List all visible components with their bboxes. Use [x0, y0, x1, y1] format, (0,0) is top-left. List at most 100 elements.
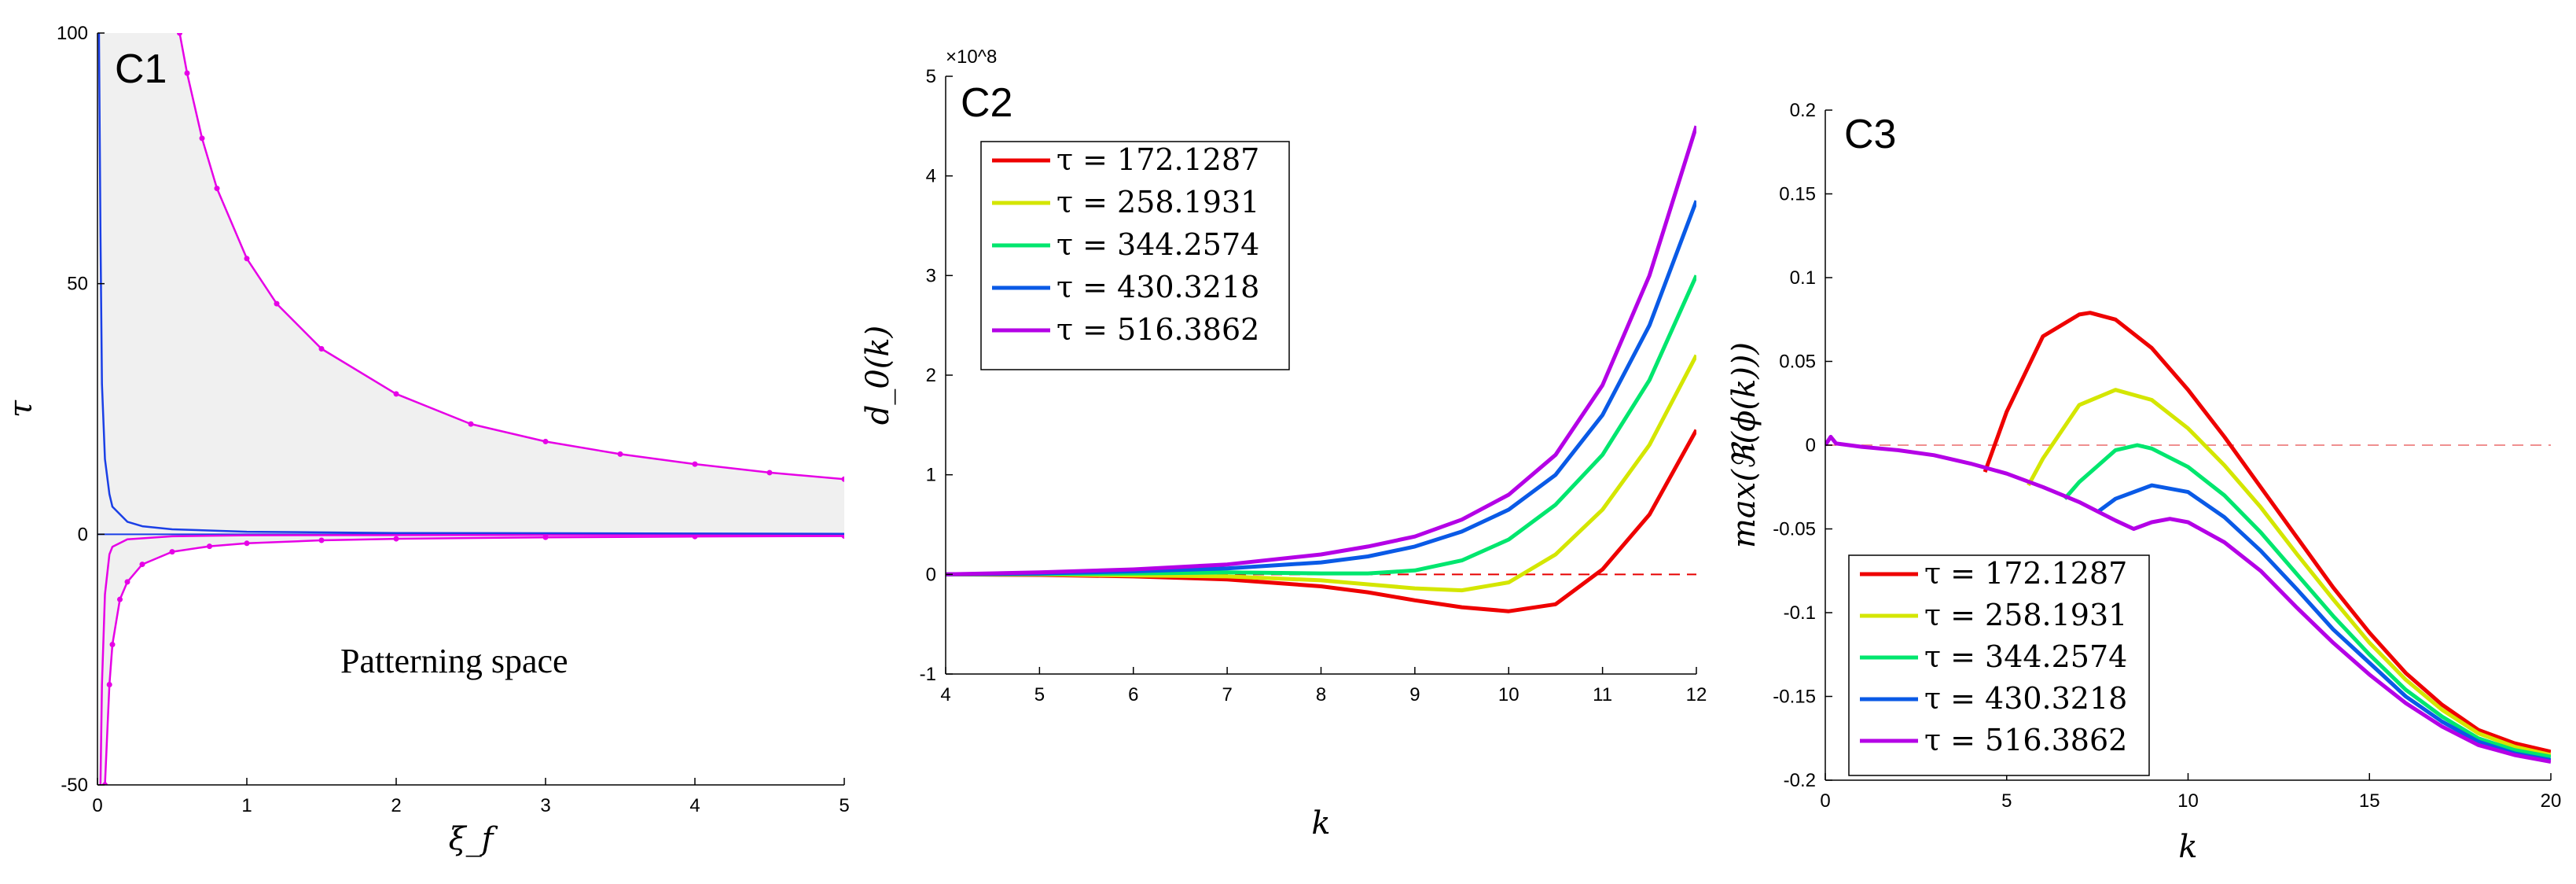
c1-series-1-point — [106, 682, 112, 688]
c1-series-3 — [97, 33, 844, 535]
c1-series-0-point — [841, 476, 844, 482]
c2-x-tick-label: 4 — [940, 684, 950, 705]
c1-series-1 — [104, 535, 844, 785]
c3-series-3 — [2096, 483, 2551, 762]
c1-patterning-region — [99, 33, 844, 785]
c3-y-tick-label: 0.15 — [1779, 184, 1816, 205]
c1-series-1-point — [244, 540, 250, 547]
c2-x-tick-label: 6 — [1128, 684, 1138, 705]
c3-legend-label: τ = 172.1287 — [1924, 556, 2127, 591]
c1-x-tick-label: 5 — [839, 795, 849, 816]
panel-c3: 0 5 10 15 20 -0.2 -0.15 -0.1 -0.05 0 0.05 0.1 0.15 0.… — [1726, 100, 2561, 865]
c3-y-tick-label: -0.15 — [1773, 687, 1816, 708]
c3-x-tick-label: 15 — [2359, 790, 2380, 812]
c3-legend-label: τ = 516.3862 — [1924, 723, 2127, 757]
c3-x-label: k — [2178, 829, 2197, 865]
c2-x-tick-label: 7 — [1222, 684, 1232, 705]
c2-x-tick-label: 10 — [1498, 684, 1520, 705]
c1-series-1-point — [207, 543, 212, 550]
c1-series-0-point — [244, 256, 250, 262]
c1-series-1-point — [169, 549, 175, 555]
c1-y-tick-label: -50 — [61, 775, 88, 796]
c2-x-tick-label: 9 — [1409, 684, 1420, 705]
c1-y-label: τ — [3, 400, 39, 418]
c3-y-tick-label: 0.1 — [1790, 267, 1816, 289]
c2-x-tick-label: 5 — [1034, 684, 1045, 705]
c3-x-tick-label: 20 — [2541, 790, 2562, 812]
c1-series-1-point — [393, 536, 399, 542]
c1-x-tick-label: 4 — [689, 795, 700, 816]
c3-panel-label: C3 — [1844, 112, 1896, 157]
c2-legend-label: τ = 344.2574 — [1056, 227, 1259, 262]
c2-legend-label: τ = 430.3218 — [1056, 270, 1259, 304]
c1-x-tick-label: 2 — [391, 795, 401, 816]
c2-y-label: d_0(k) — [860, 326, 896, 425]
c1-panel-label: C1 — [115, 46, 167, 92]
c1-series-0-point — [274, 300, 280, 307]
c3-legend-box — [1848, 554, 2150, 776]
c1-series-0 — [178, 33, 844, 481]
c2-y-tick-label: 4 — [926, 166, 936, 187]
c1-series-1-point — [102, 782, 108, 785]
c3-y-tick-label: 0 — [1806, 435, 1816, 456]
c3-y-tick-label: 0.05 — [1779, 352, 1816, 373]
c2-y-exponent: ×10^8 — [946, 46, 997, 68]
c1-series-1-point — [542, 534, 549, 540]
c1-x-tick-label: 1 — [241, 795, 252, 816]
c1-series-0-point — [617, 451, 623, 457]
c1-series-1-point — [124, 579, 130, 585]
c1-series-0-point — [199, 135, 205, 142]
c1-series-1-point — [109, 642, 116, 648]
c3-y-tick-label: 0.2 — [1790, 100, 1816, 121]
c1-series-0-point — [542, 438, 549, 444]
c1-series-0-point — [177, 33, 182, 36]
c3-y-label: max(ℜ(ϕ(k))) — [1726, 342, 1762, 548]
c1-x-tick-label: 3 — [540, 795, 550, 816]
c2-x-tick-label: 11 — [1593, 684, 1612, 705]
c1-series-0-point — [393, 391, 399, 397]
c1-region-fill — [99, 33, 844, 785]
c1-x-label: ξ_f — [449, 821, 498, 857]
c3-y-tick-label: -0.05 — [1773, 519, 1816, 540]
c2-y-tick-label: 2 — [926, 365, 936, 386]
c2-panel-label: C2 — [961, 80, 1012, 126]
c1-series-0-point — [468, 421, 474, 427]
c3-series-1 — [2027, 388, 2551, 757]
c2-y-tick-label: 3 — [926, 265, 936, 286]
c2-legend-label: τ = 172.1287 — [1056, 142, 1259, 177]
c1-series-2 — [99, 533, 844, 785]
c1-series-0-point — [318, 346, 325, 352]
c2-legend-label: τ = 516.3862 — [1056, 312, 1259, 347]
c1-series-1-point — [139, 562, 145, 568]
c3-series-4 — [1825, 434, 2551, 764]
c1-series-1-point — [117, 596, 123, 602]
c2-y-tick-label: 1 — [926, 465, 936, 486]
c1-series-0-point — [766, 470, 773, 476]
c3-legend-label: τ = 430.3218 — [1924, 681, 2127, 716]
c1-series-1-point — [318, 537, 325, 543]
c1-series-0-point — [184, 70, 190, 76]
c1-y-tick-label: 0 — [78, 524, 88, 545]
c2-y-tick-label: 0 — [926, 564, 936, 585]
c3-legend-label: τ = 258.1931 — [1924, 598, 2127, 632]
c3-series-2 — [2063, 443, 2551, 759]
c3-legend-label: τ = 344.2574 — [1924, 639, 2127, 674]
c2-series-2 — [946, 274, 1696, 576]
c1-y-tick-label: 100 — [57, 23, 88, 44]
c1-y-tick-label: 50 — [67, 274, 88, 295]
c3-y-tick-label: -0.1 — [1784, 602, 1816, 624]
c2-y-tick-label: -1 — [920, 664, 936, 685]
c2-y-tick-label: 5 — [926, 66, 936, 87]
c3-x-tick-label: 0 — [1820, 790, 1830, 812]
c2-legend: τ = 172.1287 τ = 258.1931 τ = 344.2574 τ = … — [980, 141, 1290, 370]
c2-x-tick-label: 8 — [1316, 684, 1326, 705]
c2-x-tick-label: 12 — [1686, 684, 1707, 705]
c2-series-4 — [946, 125, 1696, 576]
c1-series-0-point — [214, 186, 220, 192]
c1-series-0-point — [692, 461, 698, 467]
c2-legend-label: τ = 258.1931 — [1056, 185, 1259, 219]
c3-x-tick-label: 10 — [2177, 790, 2199, 812]
